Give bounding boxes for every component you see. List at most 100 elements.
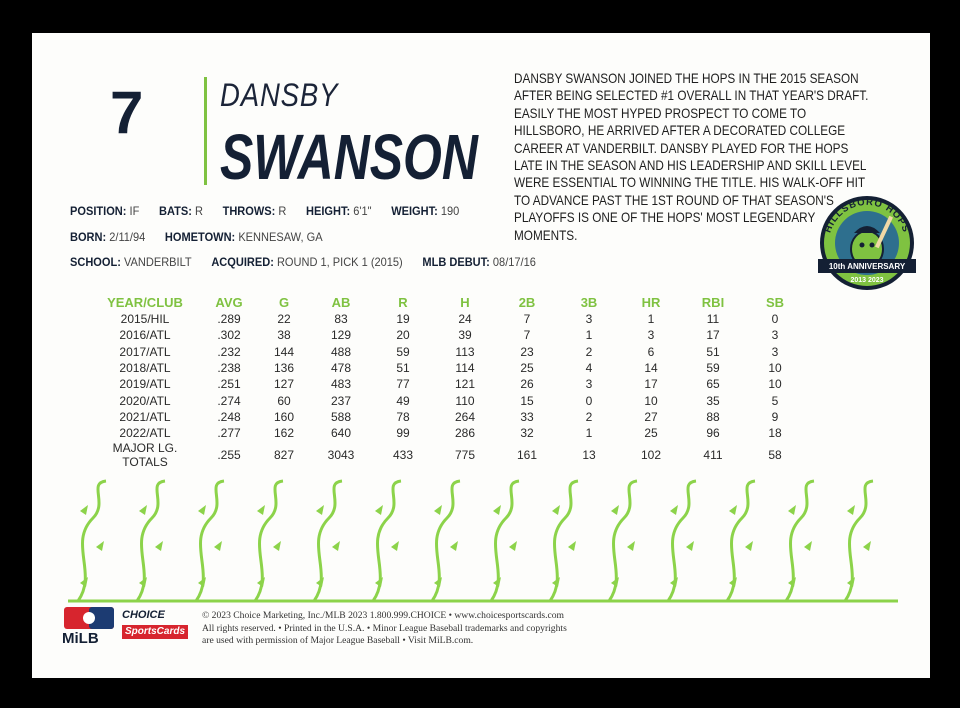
stats-cell: 88 xyxy=(706,409,720,424)
hop-leaf-icon xyxy=(670,505,678,515)
logo-years: 2013 2023 xyxy=(850,277,883,284)
stats-table: YEAR/CLUB AVG G AB R H 2B 3B HR RBI SB 2015/HIL .28… xyxy=(90,293,806,470)
hop-leaf-icon xyxy=(552,505,560,515)
hop-leaf-icon xyxy=(434,577,442,587)
stats-cell: 110 xyxy=(455,393,475,408)
stats-header-avg: AVG xyxy=(215,294,243,310)
info-row-2: BORN: 2/11/94 HOMETOWN: KENNESAW, GA xyxy=(70,230,339,244)
choice-logo-bottom: SportsCards xyxy=(122,625,189,639)
stats-header-2b: 2B xyxy=(518,294,536,310)
stats-cell: 2021/ATL xyxy=(119,409,171,424)
stats-header-g: G xyxy=(278,294,290,310)
stats-cell: 39 xyxy=(458,328,472,343)
stats-cell: 144 xyxy=(273,344,295,359)
stats-cell: MAJOR LG. TOTALS xyxy=(112,441,178,470)
hop-vine-decoration xyxy=(68,479,898,603)
stats-cell: 59 xyxy=(706,361,720,376)
last-name: SWANSON xyxy=(220,121,478,193)
hop-leaf-icon xyxy=(375,505,383,515)
stats-cell: .232 xyxy=(217,344,241,359)
stats-cell: 1 xyxy=(585,328,593,343)
hop-leaf-icon xyxy=(729,577,737,587)
stats-header-hr: HR xyxy=(641,294,661,310)
vine-stem xyxy=(194,479,225,602)
stats-cell: 17 xyxy=(644,377,658,392)
stats-header-row: YEAR/CLUB AVG G AB R H 2B 3B HR RBI SB xyxy=(90,293,806,311)
acquired-value: ROUND 1, PICK 1 (2015) xyxy=(276,255,403,269)
logo-banner: 10th ANNIVERSARY xyxy=(829,262,906,271)
vine-stem xyxy=(784,479,815,602)
stats-cell: 162 xyxy=(273,426,295,441)
stats-cell: .274 xyxy=(217,393,241,408)
hometown-value: KENNESAW, GA xyxy=(238,230,323,244)
stats-cell: 58 xyxy=(768,448,782,463)
hop-leaf-icon xyxy=(568,541,576,551)
stats-row: 2020/ATL .274 60 237 49 110 15 0 10 35 5 xyxy=(90,392,806,408)
stats-cell: 2 xyxy=(585,344,593,359)
stats-cell: 6 xyxy=(647,344,655,359)
stats-cell: 77 xyxy=(396,377,410,392)
vine-stem xyxy=(76,479,107,602)
hop-leaf-icon xyxy=(611,577,619,587)
stats-cell: 83 xyxy=(334,312,348,327)
stats-cell: 114 xyxy=(455,361,475,376)
stats-cell: 32 xyxy=(520,426,534,441)
info-row-3: SCHOOL: VANDERBILT ACQUIRED: ROUND 1, PI… xyxy=(70,255,552,269)
stats-cell: 99 xyxy=(396,426,410,441)
legal-line-2: All rights reserved. • Printed in the U.… xyxy=(202,622,567,634)
stats-cell: 7 xyxy=(523,328,531,343)
hop-leaf-icon xyxy=(509,541,517,551)
hop-leaf-icon xyxy=(332,541,340,551)
hop-leaf-icon xyxy=(375,577,383,587)
milb-text: MiLB xyxy=(62,630,99,647)
stats-cell: 161 xyxy=(516,448,538,463)
stats-cell: 27 xyxy=(644,409,658,424)
milb-logo-icon xyxy=(64,607,114,629)
vine-stem xyxy=(135,479,166,602)
stats-cell: 0 xyxy=(771,312,779,327)
stats-cell: 2016/ATL xyxy=(119,328,171,343)
stats-cell: 488 xyxy=(330,344,352,359)
stats-cell: 1 xyxy=(647,312,655,327)
stats-header-r: R xyxy=(398,294,408,310)
name-divider xyxy=(204,77,207,185)
hop-leaf-icon xyxy=(450,541,458,551)
stats-row: 2021/ATL .248 160 588 78 264 33 2 27 88 9 xyxy=(90,409,806,425)
stats-cell: 433 xyxy=(392,448,414,463)
hop-leaf-icon xyxy=(257,505,265,515)
stats-cell: 96 xyxy=(706,426,720,441)
debut-label: MLB DEBUT: xyxy=(422,255,490,269)
height-value: 6'1" xyxy=(353,204,372,218)
stats-cell: .277 xyxy=(217,426,241,441)
throws-label: THROWS: xyxy=(222,204,276,218)
stats-cell: 2020/ATL xyxy=(119,393,171,408)
hop-leaf-icon xyxy=(863,541,871,551)
stats-cell: 25 xyxy=(644,426,658,441)
stats-cell: 411 xyxy=(703,448,723,463)
hop-leaf-icon xyxy=(847,505,855,515)
stats-cell: 20 xyxy=(396,328,410,343)
stats-cell: .238 xyxy=(217,361,241,376)
stats-cell: 78 xyxy=(396,409,410,424)
hop-leaf-icon xyxy=(139,505,147,515)
stats-cell: 640 xyxy=(330,426,352,441)
hop-leaf-icon xyxy=(257,577,265,587)
choice-logo-top: CHOICE xyxy=(122,609,165,621)
school-value: VANDERBILT xyxy=(123,255,192,269)
vine-stem xyxy=(725,479,756,602)
stats-cell: 51 xyxy=(396,361,410,376)
stats-cell: 33 xyxy=(520,409,534,424)
stats-cell: .289 xyxy=(217,312,241,327)
hop-leaf-icon xyxy=(391,541,399,551)
stats-cell: 775 xyxy=(454,448,476,463)
bio-text: DANSBY SWANSON JOINED THE HOPS IN THE 20… xyxy=(514,71,869,243)
stats-cell: 2022/ATL xyxy=(119,426,171,441)
hop-leaf-icon xyxy=(493,577,501,587)
stats-row: 2015/HIL .289 22 83 19 24 7 3 1 11 0 xyxy=(90,311,806,327)
stats-cell: 0 xyxy=(585,393,593,408)
stats-cell: 7 xyxy=(523,312,531,327)
stats-cell: 827 xyxy=(273,448,295,463)
weight-label: WEIGHT: xyxy=(391,204,438,218)
stats-row: 2017/ATL .232 144 488 59 113 23 2 6 51 3 xyxy=(90,344,806,360)
position-label: POSITION: xyxy=(70,204,127,218)
